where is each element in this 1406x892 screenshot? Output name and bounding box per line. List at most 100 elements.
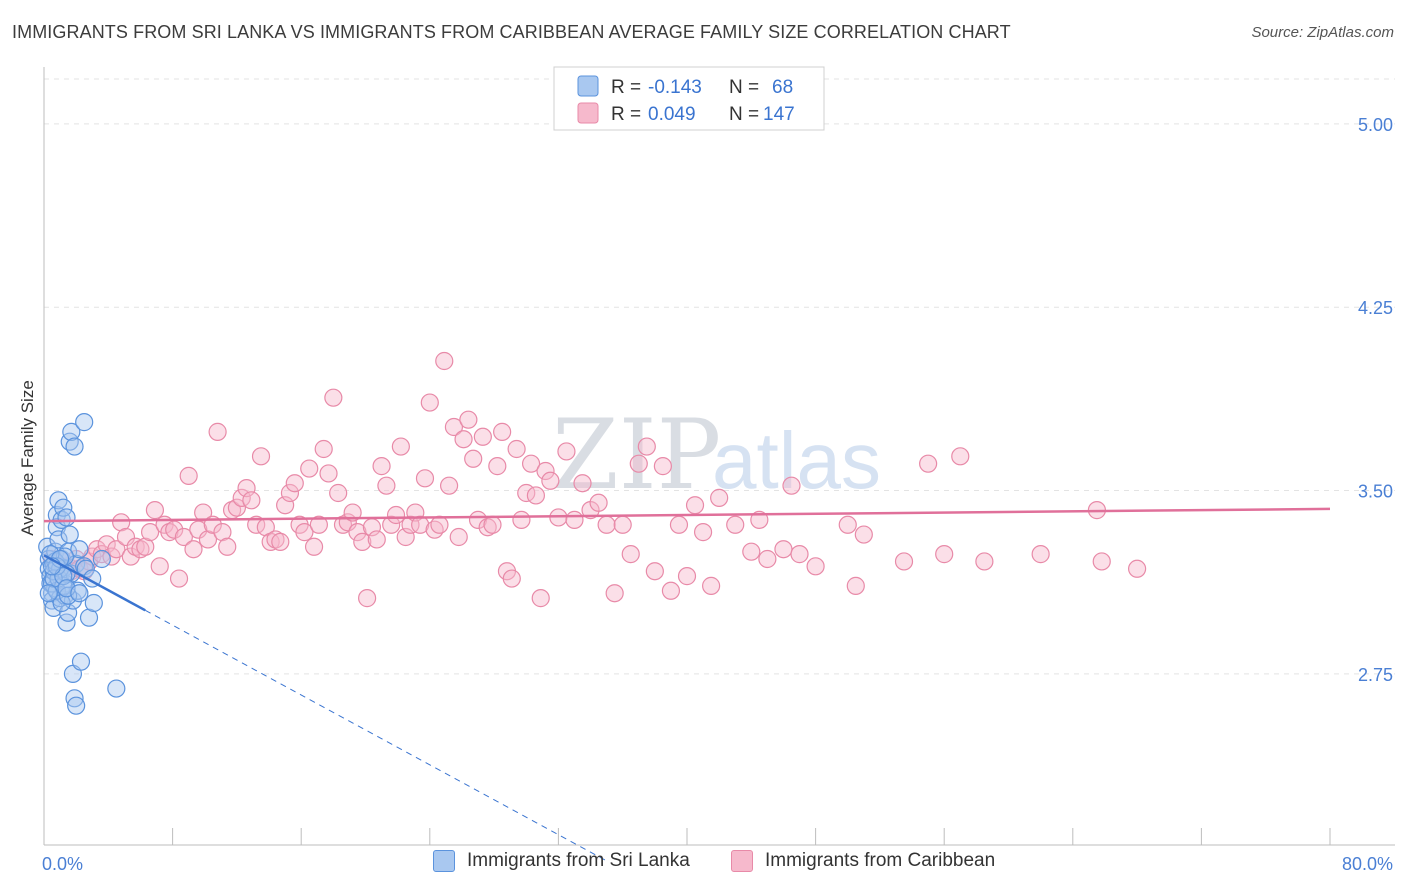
caribbean-point	[343, 503, 362, 522]
caribbean-point	[1127, 559, 1147, 578]
caribbean-point	[750, 510, 769, 529]
caribbean-point	[710, 488, 729, 507]
caribbean-point	[179, 466, 198, 485]
caribbean-point	[473, 427, 492, 446]
legend-n-label-1: N =	[729, 77, 759, 98]
legend-swatch-caribbean	[577, 102, 599, 124]
caribbean-point	[1031, 545, 1050, 564]
sri-lanka-point	[67, 696, 86, 715]
legend-box	[553, 66, 825, 131]
caribbean-point	[198, 530, 218, 549]
caribbean-point	[464, 449, 483, 468]
caribbean-point	[189, 520, 208, 539]
sri-lanka-point	[71, 652, 91, 671]
caribbean-point	[391, 437, 410, 456]
caribbean-point	[846, 576, 865, 595]
y-tick-label: 5.00	[1358, 115, 1393, 135]
sri-lanka-point	[107, 679, 126, 698]
caribbean-point	[121, 547, 140, 566]
legend-n-label-2: N =	[729, 104, 759, 125]
caribbean-point	[1092, 552, 1111, 571]
caribbean-point	[107, 540, 126, 559]
sri-lanka-point	[65, 437, 84, 456]
y-tick-label: 2.75	[1358, 665, 1393, 685]
sri-lanka-point	[39, 584, 58, 603]
axes	[43, 67, 1395, 846]
caribbean-point	[358, 589, 377, 608]
bottom-swatch-sri-lanka	[433, 850, 455, 872]
caribbean-point	[838, 515, 857, 534]
caribbean-point	[493, 422, 512, 441]
legend-r-value-2: 0.049	[648, 104, 696, 125]
caribbean-point	[459, 410, 478, 429]
sri-lanka-point	[54, 498, 73, 517]
y-tick-label: 3.50	[1358, 482, 1393, 502]
caribbean-point	[782, 476, 801, 495]
caribbean-point	[536, 461, 555, 481]
caribbean-point	[439, 476, 459, 495]
bottom-legend-label-caribbean: Immigrants from Caribbean	[765, 850, 996, 871]
sri-lanka-point	[62, 422, 81, 441]
caribbean-point	[531, 589, 550, 608]
caribbean-point	[382, 515, 401, 534]
caribbean-point	[194, 503, 213, 522]
caribbean-point	[653, 457, 672, 476]
caribbean-point	[411, 515, 430, 534]
caribbean-point	[227, 498, 246, 517]
caribbean-point	[435, 351, 454, 371]
caribbean-point	[894, 552, 914, 571]
sri-lanka-point	[59, 586, 78, 605]
trend-lines	[43, 507, 1331, 862]
caribbean-point	[386, 505, 406, 525]
caribbean-point	[935, 545, 954, 564]
caribbean-point	[430, 515, 449, 534]
caribbean-point	[975, 552, 994, 571]
y-tick-label: 4.25	[1358, 298, 1393, 318]
sri-lanka-point	[65, 689, 84, 708]
sri-lanka-point	[70, 540, 89, 559]
legend-n-value-2: 147	[763, 104, 795, 125]
bottom-swatch-caribbean	[731, 850, 753, 872]
sri-lanka-point	[92, 549, 111, 569]
caribbean-point	[790, 545, 809, 564]
caribbean-point	[333, 515, 353, 534]
caribbean-point	[589, 493, 608, 512]
sri-lanka-point	[84, 593, 103, 613]
sri-lanka-trend-extension	[145, 609, 607, 862]
caribbean-point	[165, 520, 184, 539]
caribbean-point	[488, 457, 507, 476]
caribbean-point	[661, 581, 681, 600]
caribbean-trend-line	[43, 507, 1331, 523]
caribbean-point	[314, 439, 333, 459]
caribbean-point	[919, 454, 938, 473]
caribbean-point	[136, 537, 155, 556]
legend-r-label-1: R =	[611, 77, 641, 98]
caribbean-point	[271, 532, 290, 551]
caribbean-point	[951, 447, 970, 466]
caribbean-point	[415, 469, 435, 488]
bottom-legend-label-sri-lanka: Immigrants from Sri Lanka	[467, 850, 690, 871]
sri-lanka-point	[79, 608, 99, 627]
caribbean-point	[169, 569, 189, 588]
caribbean-point	[702, 576, 721, 595]
bottom-legend-caribbean: Immigrants from Caribbean	[731, 850, 995, 872]
x-tick-label-max: 80.0%	[1342, 854, 1393, 874]
caribbean-point	[742, 542, 761, 561]
caribbean-point	[669, 515, 689, 534]
x-tick-label-min: 0.0%	[42, 854, 83, 874]
caribbean-point	[112, 513, 131, 532]
caribbean-point	[150, 557, 169, 576]
caribbean-point	[526, 486, 545, 505]
caribbean-point	[613, 515, 632, 534]
caribbean-point	[774, 540, 793, 559]
caribbean-point	[557, 442, 576, 461]
caribbean-point	[160, 523, 179, 542]
sri-lanka-trend-line	[43, 554, 146, 612]
legend-r-label-2: R =	[611, 104, 641, 125]
caribbean-point	[502, 569, 521, 588]
sri-lanka-point	[70, 584, 89, 603]
caribbean-point	[573, 474, 592, 493]
caribbean-point	[597, 515, 616, 534]
legend-r-value-1: -0.143	[648, 77, 702, 98]
